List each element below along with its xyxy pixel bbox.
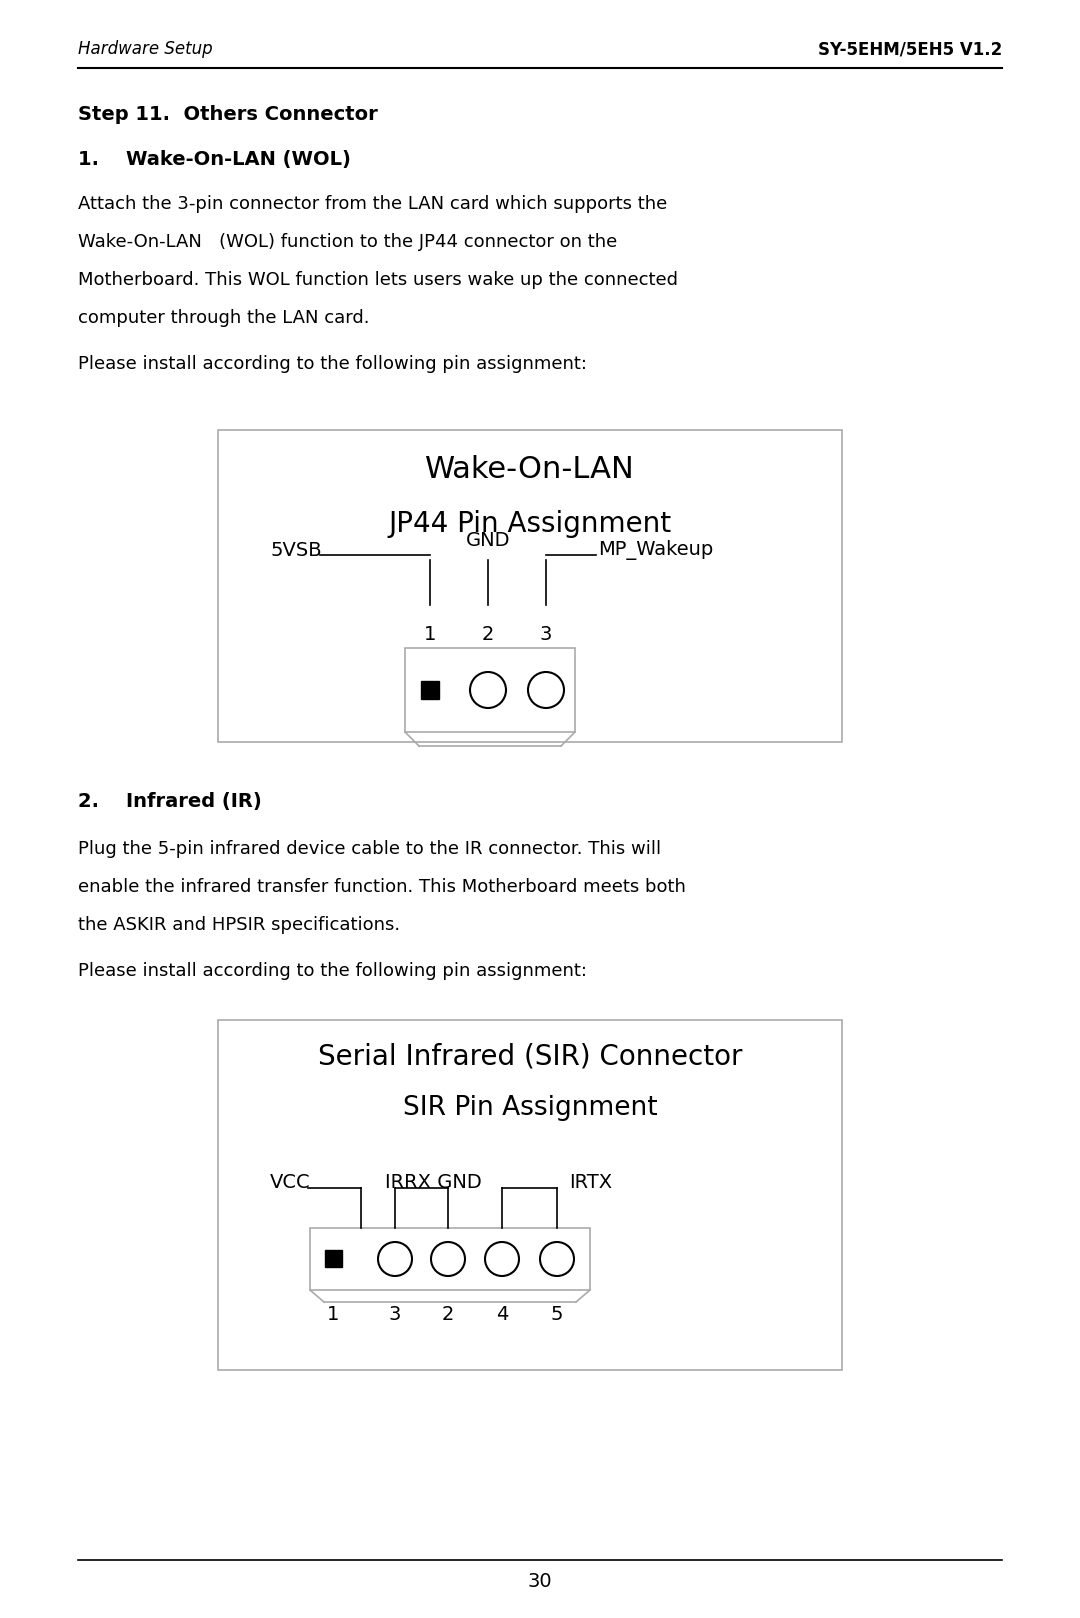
Text: Wake-On-LAN: Wake-On-LAN	[426, 455, 635, 484]
Text: 1.    Wake-On-LAN (WOL): 1. Wake-On-LAN (WOL)	[78, 150, 351, 168]
Circle shape	[528, 671, 564, 709]
Text: 3: 3	[389, 1306, 401, 1324]
Text: 3: 3	[540, 625, 552, 644]
Bar	[310, 1228, 590, 1290]
Circle shape	[540, 1243, 573, 1277]
Circle shape	[378, 1243, 411, 1277]
Text: Please install according to the following pin assignment:: Please install according to the followin…	[78, 354, 588, 374]
Bar	[405, 647, 575, 731]
Text: Motherboard. This WOL function lets users wake up the connected: Motherboard. This WOL function lets user…	[78, 270, 678, 290]
Text: JP44 Pin Assignment: JP44 Pin Assignment	[389, 510, 672, 539]
Text: IRTX: IRTX	[569, 1173, 612, 1192]
Circle shape	[431, 1243, 465, 1277]
Text: Attach the 3-pin connector from the LAN card which supports the: Attach the 3-pin connector from the LAN …	[78, 196, 667, 214]
Text: 5: 5	[551, 1306, 564, 1324]
Text: Step 11.  Others Connector: Step 11. Others Connector	[78, 105, 378, 125]
Text: 5VSB: 5VSB	[270, 540, 322, 560]
Bar	[325, 1251, 342, 1267]
Text: 4: 4	[496, 1306, 509, 1324]
Text: 1: 1	[423, 625, 436, 644]
Text: 2.    Infrared (IR): 2. Infrared (IR)	[78, 791, 261, 811]
Text: 2: 2	[482, 625, 495, 644]
Bar	[421, 681, 438, 699]
Text: computer through the LAN card.: computer through the LAN card.	[78, 309, 369, 327]
Bar	[218, 1019, 842, 1370]
Text: Serial Infrared (SIR) Connector: Serial Infrared (SIR) Connector	[318, 1042, 742, 1069]
Text: VCC: VCC	[270, 1173, 311, 1192]
Text: Please install according to the following pin assignment:: Please install according to the followin…	[78, 963, 588, 981]
Bar	[218, 430, 842, 743]
Text: the ASKIR and HPSIR specifications.: the ASKIR and HPSIR specifications.	[78, 916, 400, 934]
Text: IRRX GND: IRRX GND	[384, 1173, 482, 1192]
Text: MP_Wakeup: MP_Wakeup	[598, 540, 713, 560]
Text: Plug the 5-pin infrared device cable to the IR connector. This will: Plug the 5-pin infrared device cable to …	[78, 840, 661, 858]
Text: 2: 2	[442, 1306, 455, 1324]
Text: SIR Pin Assignment: SIR Pin Assignment	[403, 1095, 658, 1121]
Text: SY-5EHM/5EH5 V1.2: SY-5EHM/5EH5 V1.2	[818, 40, 1002, 58]
Text: Hardware Setup: Hardware Setup	[78, 40, 213, 58]
Text: enable the infrared transfer function. This Motherboard meets both: enable the infrared transfer function. T…	[78, 879, 686, 896]
Circle shape	[470, 671, 507, 709]
Circle shape	[485, 1243, 519, 1277]
Text: 30: 30	[528, 1573, 552, 1590]
Text: 1: 1	[327, 1306, 339, 1324]
Text: Wake-On-LAN   (WOL) function to the JP44 connector on the: Wake-On-LAN (WOL) function to the JP44 c…	[78, 233, 618, 251]
Text: GND: GND	[465, 531, 510, 550]
